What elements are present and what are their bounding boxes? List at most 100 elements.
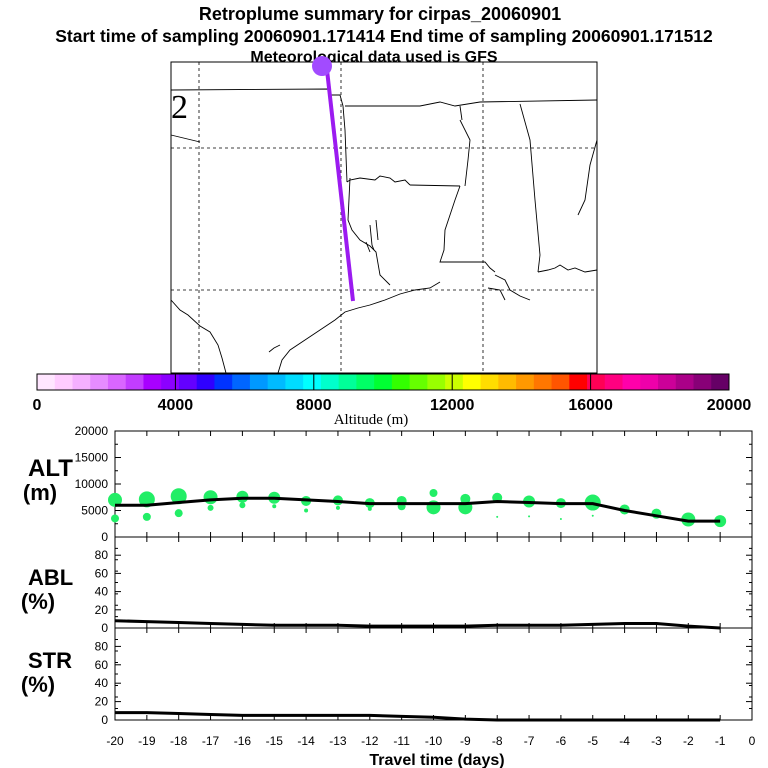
colorbar-swatch [604, 374, 624, 390]
colorbar-swatch [37, 374, 56, 390]
alt-mean-line [115, 496, 721, 523]
x-tick-label: -20 [106, 734, 124, 748]
alt-distribution-blob [174, 509, 183, 518]
x-tick-label: -6 [556, 734, 567, 748]
x-tick-label: -7 [524, 734, 535, 748]
colorbar-swatch [107, 374, 127, 390]
colorbar-swatch [622, 374, 641, 390]
colorbar-swatch [196, 374, 215, 390]
map-label-mark: 2 [171, 89, 188, 126]
alt-distribution-blob [429, 489, 438, 498]
map-panel: 2 [170, 56, 598, 374]
alt-distribution-blob [207, 504, 214, 511]
str-label: STR [28, 648, 72, 673]
colorbar-swatch [54, 374, 73, 390]
colorbar-swatch [480, 374, 499, 390]
str-y-tick-label: 60 [95, 658, 109, 672]
x-axis-label: Travel time (days) [369, 752, 504, 768]
alt-distribution-blob [367, 506, 372, 511]
x-tick-label: -16 [234, 734, 252, 748]
alt-distribution-blob [559, 517, 562, 520]
abl-line [114, 619, 721, 630]
alt-distribution-blob [203, 490, 218, 505]
colorbar-swatch [356, 374, 375, 390]
alt-distribution-blob [239, 502, 246, 509]
alt-distribution-blob [142, 512, 151, 521]
abl-y-tick-label: 60 [95, 566, 109, 580]
source-marker [312, 56, 332, 76]
altitude-colorbar: 0 4000 8000 12000 16000 20000 [33, 373, 752, 414]
colorbar-swatch [427, 374, 446, 390]
colorbar-swatch [658, 374, 677, 390]
colorbar-tick-label: 8000 [296, 397, 332, 414]
x-tick-label: -13 [329, 734, 347, 748]
colorbar-swatch [143, 374, 162, 390]
colorbar-label: Altitude (m) [334, 412, 409, 428]
x-tick-label: -5 [587, 734, 598, 748]
colorbar-swatch [640, 374, 659, 390]
colorbar-swatch [303, 374, 322, 390]
colorbar-swatch [462, 374, 482, 390]
colorbar-swatch [125, 374, 144, 390]
x-tick-label: -2 [683, 734, 694, 748]
sampling-times: Start time of sampling 20060901.171414 E… [55, 26, 713, 46]
x-tick-label: -12 [361, 734, 379, 748]
colorbar-swatch [338, 374, 357, 390]
abl-y-tick-label: 0 [101, 621, 108, 635]
x-tick-label: -1 [715, 734, 726, 748]
colorbar-swatch [249, 374, 269, 390]
alt-distribution-blob [528, 515, 531, 518]
abl-y-tick-label: 80 [95, 548, 109, 562]
colorbar-swatch [675, 374, 695, 390]
alt-distribution-blob [496, 515, 499, 518]
alt-distribution-blob [681, 512, 696, 527]
str-y-tick-label: 20 [95, 695, 109, 709]
x-tick-label: -9 [460, 734, 471, 748]
colorbar-swatch [569, 374, 588, 390]
x-tick-label: -11 [393, 734, 410, 748]
alt-distribution-blob [335, 505, 340, 510]
colorbar-swatch [161, 374, 180, 390]
colorbar-swatch [693, 374, 712, 390]
alt-distribution-blob [108, 492, 122, 507]
colorbar-swatch [533, 374, 553, 390]
colorbar-swatch [587, 374, 606, 390]
str-units: (%) [21, 672, 55, 697]
alt-distribution-blob [272, 504, 277, 509]
time-series-panels: 20000 15000 10000 5000 0 80 60 40 20 0 80 60 40 20 0 -2… [75, 424, 756, 748]
colorbar-swatch [90, 374, 109, 390]
abl-units: (%) [21, 589, 55, 614]
colorbar-swatch [391, 374, 411, 390]
colorbar-swatch [498, 374, 517, 390]
colorbar-tick-label: 12000 [430, 397, 475, 414]
colorbar-tick-label: 4000 [158, 397, 194, 414]
colorbar-tick-label: 0 [33, 397, 42, 414]
x-tick-label: -3 [651, 734, 662, 748]
alt-y-tick-label: 20000 [75, 424, 109, 438]
x-tick-label: -4 [619, 734, 630, 748]
colorbar-swatch [285, 374, 304, 390]
str-line [115, 711, 721, 722]
alt-distribution-blob [111, 514, 119, 523]
colorbar-swatch [267, 374, 286, 390]
colorbar-swatch [214, 374, 233, 390]
colorbar-swatch [72, 374, 91, 390]
x-tick-label: -17 [202, 734, 220, 748]
colorbar-swatch [232, 374, 251, 390]
x-tick-label: 0 [749, 734, 756, 748]
colorbar-swatch [711, 374, 730, 390]
alt-distribution-blob [591, 514, 594, 517]
alt-distribution-blob [304, 508, 309, 513]
x-tick-label: -14 [297, 734, 315, 748]
x-tick-label: -8 [492, 734, 503, 748]
colorbar-tick-label: 20000 [707, 397, 752, 414]
colorbar-swatch [445, 374, 464, 390]
colorbar-swatch [409, 374, 428, 390]
str-y-tick-label: 40 [95, 676, 109, 690]
map-gridlines [171, 62, 597, 373]
alt-distribution-blob [236, 490, 249, 503]
abl-y-tick-label: 40 [95, 585, 109, 599]
colorbar-swatch [320, 374, 340, 390]
map-borders [170, 88, 598, 374]
